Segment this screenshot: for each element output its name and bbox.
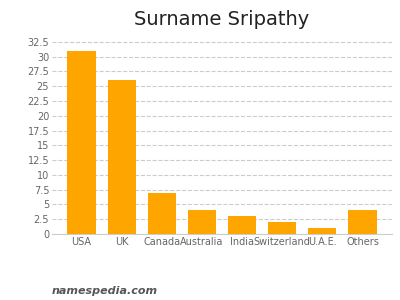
Text: namespedia.com: namespedia.com xyxy=(52,286,158,296)
Bar xyxy=(308,228,336,234)
Title: Surname Sripathy: Surname Sripathy xyxy=(134,10,310,29)
Bar xyxy=(108,80,136,234)
Bar xyxy=(348,210,376,234)
Bar xyxy=(268,222,296,234)
Bar xyxy=(228,216,256,234)
Bar xyxy=(148,193,176,234)
Bar xyxy=(188,210,216,234)
Bar xyxy=(68,51,96,234)
